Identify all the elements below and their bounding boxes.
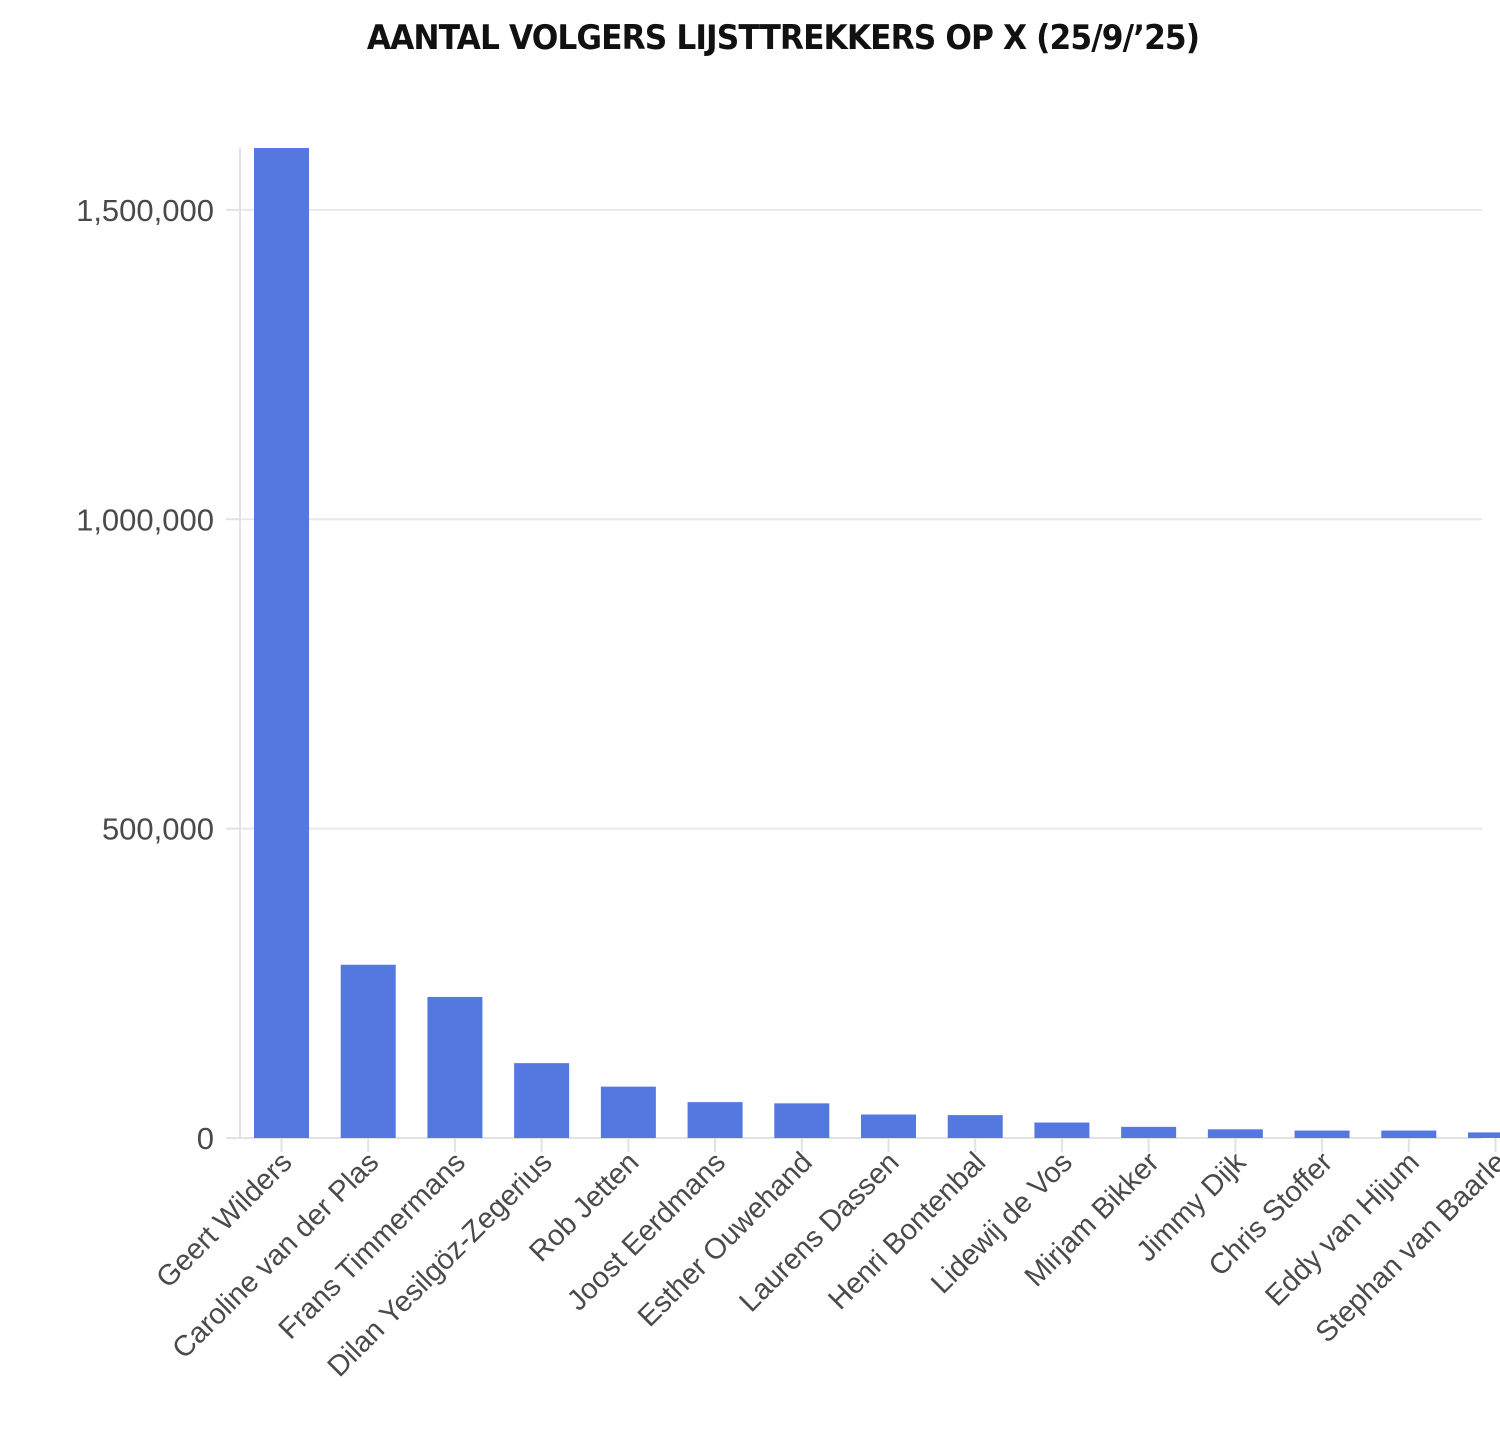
- bar: [600, 1086, 656, 1138]
- bar: [1381, 1130, 1437, 1138]
- bar: [1121, 1126, 1177, 1138]
- bar: [1294, 1130, 1350, 1138]
- bar: [1207, 1129, 1263, 1138]
- bar: [254, 148, 309, 1138]
- bar: [1034, 1122, 1090, 1138]
- bar: [340, 964, 396, 1138]
- gridlines: [240, 208, 1482, 830]
- bar: [687, 1102, 743, 1138]
- y-tick-label: 1,000,000: [76, 502, 214, 537]
- x-tick-label: Laurens Dassen: [733, 1146, 905, 1318]
- bars: [254, 148, 1500, 1138]
- y-tick-label: 500,000: [102, 812, 214, 847]
- y-tick-label: 0: [197, 1121, 214, 1156]
- y-tick-labels: 0 500,000 1,000,000 1,500,000: [76, 193, 214, 1156]
- bar: [774, 1103, 830, 1138]
- y-tick-label: 1,500,000: [76, 193, 214, 228]
- bar: [514, 1063, 570, 1138]
- bar: [1468, 1132, 1500, 1138]
- x-tick-label: Eddy van Hijum: [1259, 1146, 1425, 1312]
- x-tick-label: Joost Eerdmans: [561, 1146, 732, 1317]
- x-tick-label: Henri Bontenbal: [822, 1146, 992, 1316]
- bar: [861, 1114, 916, 1138]
- axes: [226, 148, 1497, 1152]
- bar: [427, 996, 483, 1138]
- bar: [947, 1115, 1003, 1138]
- chart-title: AANTAL VOLGERS LIJSTTREKKERS OP X (25/9/…: [366, 18, 1200, 58]
